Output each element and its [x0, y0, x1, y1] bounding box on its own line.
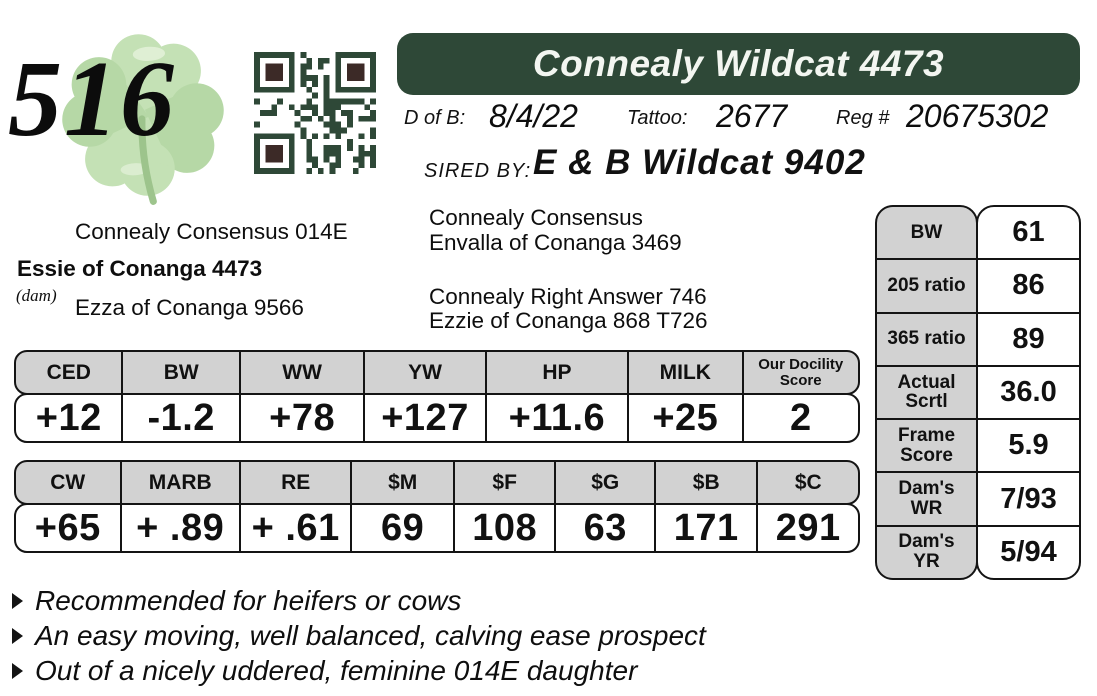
pedigree-maternal-grandsire: Connealy Consensus 014E — [75, 219, 348, 244]
tattoo-value: 2677 — [716, 98, 788, 134]
epd-header: WW — [241, 352, 366, 393]
animal-name: Connealy Wildcat 4473 — [532, 43, 945, 84]
epd-value: +78 — [241, 395, 366, 441]
epd-header: YW — [365, 352, 487, 393]
epd-table-2-header-row: CW MARB RE $M $F $G $B $C — [14, 460, 860, 505]
triangle-bullet-icon — [12, 592, 23, 609]
stat-label: Actual Scrtl — [877, 364, 976, 418]
stat-label: Dam's WR — [877, 471, 976, 524]
note-text: Recommended for heifers or cows — [35, 584, 462, 616]
note-text: Out of a nicely uddered, feminine 014E d… — [35, 654, 638, 686]
pedigree-extended-line: Connealy Right Answer 746 — [429, 284, 707, 309]
epd-value: 108 — [455, 505, 557, 551]
note-text: An easy moving, well balanced, calving e… — [35, 619, 706, 651]
stat-value: 61 — [1012, 216, 1045, 249]
epd-value: 291 — [775, 506, 841, 549]
stat-label: 205 ratio — [877, 258, 976, 311]
stat-label: BW — [910, 221, 943, 243]
epd-header: CW — [16, 462, 122, 503]
epd-value: 63 — [556, 505, 656, 551]
epd-header: $C — [794, 470, 822, 494]
epd-value: -1.2 — [123, 395, 241, 441]
epd-header: CED — [16, 352, 124, 393]
sired-by-label: SIRED BY: — [424, 160, 532, 182]
note-line: Out of a nicely uddered, feminine 014E d… — [12, 653, 706, 688]
pedigree-dam-name: Essie of Conanga 4473 — [17, 256, 263, 281]
performance-stats-value-column: 61 86 89 36.0 5.9 7/93 5/94 — [976, 205, 1081, 580]
stat-label: Dam's YR — [877, 524, 976, 578]
epd-value: 2 — [789, 396, 812, 439]
triangle-bullet-icon — [12, 662, 23, 679]
epd-header: MARB — [122, 462, 241, 503]
epd-header: Our Docility Score — [758, 355, 844, 389]
epd-value: + .61 — [241, 505, 353, 551]
stat-value: 89 — [978, 311, 1079, 365]
epd-table-1-header-row: CED BW WW YW HP MILK Our Docility Score — [14, 350, 860, 395]
epd-value: +127 — [365, 395, 487, 441]
lot-number: 516 — [8, 40, 176, 159]
epd-value: 171 — [656, 505, 759, 551]
epd-table-2-value-row: +65 + .89 + .61 69 108 63 171 291 — [14, 503, 860, 553]
triangle-bullet-icon — [12, 627, 23, 644]
epd-value: +25 — [629, 395, 744, 441]
sale-notes: Recommended for heifers or cows An easy … — [12, 583, 706, 688]
reg-label: Reg # — [836, 107, 890, 129]
note-line: An easy moving, well balanced, calving e… — [12, 618, 706, 653]
stat-value: 5/94 — [978, 524, 1079, 578]
pedigree-extended-line: Envalla of Conanga 3469 — [429, 230, 682, 255]
epd-header: BW — [123, 352, 241, 393]
epd-table-1-value-row: +12 -1.2 +78 +127 +11.6 +25 2 — [14, 393, 860, 443]
performance-stats-label-column: BW 205 ratio 365 ratio Actual Scrtl Fram… — [875, 205, 978, 580]
tattoo-label: Tattoo: — [627, 107, 688, 129]
epd-header: $B — [656, 462, 759, 503]
dob-value: 8/4/22 — [489, 98, 578, 134]
pedigree-maternal-granddam: Ezza of Conanga 9566 — [75, 295, 304, 320]
epd-header: $F — [455, 462, 557, 503]
stat-value: 36.0 — [978, 364, 1079, 418]
pedigree-extended-line: Ezzie of Conanga 868 T726 — [429, 308, 708, 333]
epd-table-1: CED BW WW YW HP MILK Our Docility Score … — [14, 350, 860, 443]
epd-header: HP — [487, 352, 630, 393]
epd-header: MILK — [629, 352, 744, 393]
epd-value: + .89 — [122, 505, 241, 551]
epd-header: $G — [556, 462, 656, 503]
pedigree-dam-tag: (dam) — [16, 286, 57, 305]
qr-finder-patterns — [254, 52, 376, 174]
epd-value: +11.6 — [487, 395, 630, 441]
stat-label: Frame Score — [877, 418, 976, 471]
note-line: Recommended for heifers or cows — [12, 583, 706, 618]
stat-label: 365 ratio — [877, 311, 976, 365]
stat-value: 86 — [978, 258, 1079, 311]
epd-table-2: CW MARB RE $M $F $G $B $C +65 + .89 + .6… — [14, 460, 860, 553]
pedigree-extended-line: Connealy Consensus — [429, 205, 643, 230]
reg-value: 20675302 — [906, 98, 1049, 134]
dob-label: D of B: — [404, 107, 466, 129]
epd-value: +65 — [16, 505, 122, 551]
sire-name: E & B Wildcat 9402 — [533, 143, 866, 182]
epd-header: $M — [352, 462, 455, 503]
clover-logo-icon — [62, 34, 224, 205]
stat-value: 5.9 — [978, 418, 1079, 471]
animal-name-banner: Connealy Wildcat 4473 — [397, 33, 1080, 95]
qr-code — [254, 52, 376, 174]
epd-value: +12 — [16, 395, 124, 441]
stat-value: 7/93 — [978, 471, 1079, 524]
epd-header: RE — [241, 462, 353, 503]
epd-value: 69 — [352, 505, 455, 551]
